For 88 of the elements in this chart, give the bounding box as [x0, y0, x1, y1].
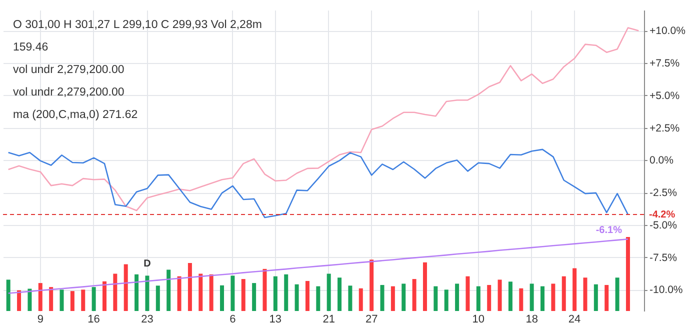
bar: [434, 286, 438, 311]
line-series: [8, 238, 629, 294]
bar: [230, 276, 235, 311]
bar: [262, 268, 267, 311]
bar: [508, 282, 512, 311]
bar: [113, 274, 118, 311]
x-tick-label: 21: [322, 314, 335, 326]
bar: [294, 284, 299, 311]
annotation: vol undr 2,279,200.00: [13, 86, 124, 98]
bar: [316, 286, 320, 311]
bar: [241, 279, 246, 311]
bar: [380, 284, 384, 311]
line-series: [8, 148, 629, 218]
x-tick-label: 16: [88, 314, 100, 326]
bar: [626, 236, 630, 311]
bar: [273, 276, 278, 311]
x-tick-label: 10: [472, 314, 485, 326]
bar: [562, 276, 566, 311]
bar: [348, 286, 352, 311]
bar: [124, 264, 128, 311]
bar: [370, 260, 374, 311]
ref-line-label: -4.2%: [649, 210, 676, 221]
bar: [604, 284, 609, 311]
data-label: -6.1%: [596, 225, 622, 236]
bar: [422, 262, 427, 311]
y-tick-label: -7.5%: [650, 252, 677, 264]
bar: [572, 268, 577, 311]
bar: [92, 287, 96, 311]
bar: [390, 286, 395, 311]
y-tick-label: +10.0%: [650, 25, 686, 38]
bar: [305, 280, 310, 311]
annotation: O 301,00 H 301,27 L 299,10 C 299,93 Vol 2,28m: [13, 19, 262, 31]
x-tick-label: 6: [230, 314, 236, 326]
bar: [49, 287, 54, 311]
x-tick-label: 9: [37, 314, 44, 326]
bar: [166, 270, 171, 311]
bar: [284, 274, 288, 311]
bar: [519, 288, 524, 311]
bar: [444, 290, 448, 311]
y-tick-label: +2.5%: [650, 122, 680, 134]
annotation: D: [144, 258, 151, 270]
bar: [156, 286, 160, 311]
bar: [6, 280, 10, 311]
bar: [487, 284, 492, 311]
annotation: vol undr 2,279,200.00: [13, 64, 124, 76]
bar: [498, 280, 502, 311]
bar: [60, 290, 64, 311]
bar: [583, 278, 588, 311]
bar: [466, 276, 470, 311]
bar: [134, 274, 139, 311]
x-tick-label: 18: [526, 314, 538, 326]
bar: [70, 291, 74, 311]
bar: [102, 281, 106, 311]
bar: [38, 283, 42, 311]
bar: [402, 284, 406, 311]
bar: [220, 285, 224, 311]
bar: [476, 286, 480, 311]
y-tick-label: +7.5%: [650, 58, 680, 70]
bar: [338, 278, 342, 311]
y-tick-label: -10.0%: [650, 284, 683, 296]
annotation: 159.46: [13, 42, 48, 54]
bar: [358, 288, 363, 311]
bar: [188, 262, 192, 311]
bar: [551, 284, 556, 311]
bar: [594, 284, 598, 311]
bar: [455, 284, 460, 311]
x-tick-label: 24: [568, 314, 581, 326]
y-tick-label: +5.0%: [650, 90, 680, 102]
bar: [530, 284, 534, 311]
annotation: ma (200,C,ma,0) 271.62: [13, 109, 138, 121]
bar: [145, 276, 150, 311]
bar: [17, 290, 22, 311]
bar: [252, 283, 256, 311]
bar: [28, 288, 32, 311]
bar: [326, 274, 331, 311]
bar: [177, 276, 182, 311]
bar: [540, 286, 545, 311]
bar: [198, 274, 203, 311]
x-tick-label: 23: [141, 314, 154, 326]
bar: [412, 279, 416, 311]
x-tick-label: 27: [365, 314, 378, 326]
y-tick-label: -2.5%: [650, 187, 677, 200]
y-tick-label: -5.0%: [650, 219, 677, 232]
bar: [81, 290, 86, 311]
bar: [615, 278, 620, 311]
y-tick-label: 0.0%: [650, 154, 674, 167]
x-tick-label: 13: [269, 314, 282, 326]
bar: [209, 274, 214, 311]
